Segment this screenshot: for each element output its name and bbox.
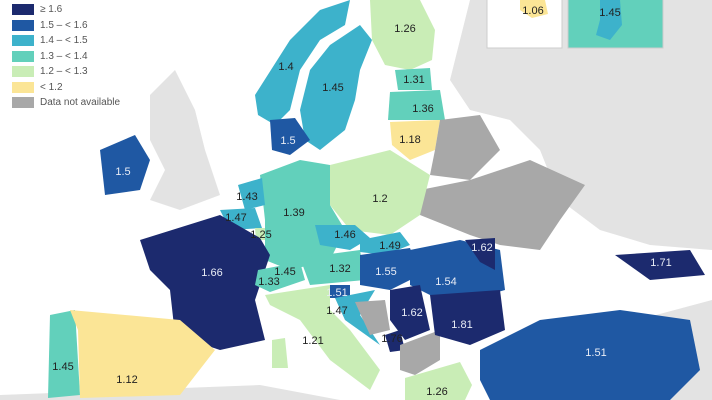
label-denmark: 1.5 bbox=[280, 135, 295, 147]
inset-2-shape[interactable] bbox=[596, 0, 622, 40]
legend-item: < 1.2 bbox=[12, 80, 120, 96]
legend-item: 1.2 – < 1.3 bbox=[12, 64, 120, 80]
label-moldova: 1.62 bbox=[471, 242, 492, 254]
region-moldova[interactable] bbox=[465, 238, 495, 270]
label-spain: 1.12 bbox=[116, 374, 137, 386]
region-bosnia bbox=[355, 300, 390, 335]
legend-swatch bbox=[12, 35, 34, 47]
land-great-britain bbox=[150, 70, 220, 210]
label-inset-malta: 1.06 bbox=[522, 5, 543, 17]
label-portugal: 1.45 bbox=[52, 361, 73, 373]
label-montenegro: 1.76 bbox=[381, 333, 402, 345]
legend-swatch bbox=[12, 50, 34, 62]
label-romania: 1.54 bbox=[435, 276, 456, 288]
legend-label: < 1.2 bbox=[40, 81, 63, 93]
region-sweden[interactable] bbox=[300, 25, 372, 150]
label-turkey: 1.51 bbox=[585, 347, 606, 359]
region-czechia[interactable] bbox=[315, 225, 370, 250]
legend-swatch bbox=[12, 66, 34, 78]
label-luxembourg: 1.25 bbox=[250, 229, 271, 241]
region-france[interactable] bbox=[140, 215, 270, 350]
label-italy: 1.21 bbox=[302, 335, 323, 347]
region-sardinia[interactable] bbox=[272, 338, 288, 368]
region-hungary[interactable] bbox=[360, 248, 420, 290]
label-greece: 1.26 bbox=[426, 386, 447, 398]
legend-item: 1.5 – < 1.6 bbox=[12, 18, 120, 34]
label-france: 1.66 bbox=[201, 267, 222, 279]
region-poland[interactable] bbox=[330, 150, 430, 235]
label-bulgaria: 1.81 bbox=[451, 319, 472, 331]
legend-item: Data not available bbox=[12, 95, 120, 111]
legend-swatch bbox=[12, 4, 34, 16]
label-netherlands: 1.43 bbox=[236, 191, 257, 203]
label-serbia: 1.62 bbox=[401, 307, 422, 319]
region-ukraine bbox=[420, 160, 585, 250]
legend-label: 1.4 – < 1.5 bbox=[40, 35, 88, 47]
region-netherlands[interactable] bbox=[238, 178, 265, 210]
label-lithuania: 1.18 bbox=[399, 134, 420, 146]
inset-malta-shape[interactable] bbox=[520, 0, 548, 18]
region-austria[interactable] bbox=[300, 250, 365, 285]
region-italy[interactable] bbox=[265, 285, 380, 390]
legend-item: 1.3 – < 1.4 bbox=[12, 49, 120, 65]
land-russia-east bbox=[450, 0, 712, 250]
label-sweden: 1.45 bbox=[322, 82, 343, 94]
legend-label: 1.2 – < 1.3 bbox=[40, 66, 88, 78]
legend-label: ≥ 1.6 bbox=[40, 4, 63, 16]
region-latvia[interactable] bbox=[388, 90, 445, 120]
region-portugal[interactable] bbox=[48, 310, 80, 398]
region-denmark[interactable] bbox=[270, 118, 310, 155]
label-estonia: 1.31 bbox=[403, 74, 424, 86]
legend-swatch bbox=[12, 19, 34, 31]
label-ireland: 1.5 bbox=[115, 166, 130, 178]
label-finland: 1.26 bbox=[394, 23, 415, 35]
label-hungary: 1.55 bbox=[375, 266, 396, 278]
region-estonia[interactable] bbox=[395, 68, 432, 90]
region-macedonia-albania bbox=[400, 330, 440, 375]
region-slovakia[interactable] bbox=[360, 232, 410, 255]
region-turkey[interactable] bbox=[480, 310, 700, 400]
region-norway[interactable] bbox=[255, 0, 350, 125]
label-inset-2: 1.45 bbox=[599, 7, 620, 19]
label-germany: 1.39 bbox=[283, 207, 304, 219]
legend-item: ≥ 1.6 bbox=[12, 2, 120, 18]
label-switzerland: 1.45 bbox=[274, 266, 295, 278]
label-liechtenstein: 1.33 bbox=[258, 276, 279, 288]
region-spain[interactable] bbox=[70, 310, 215, 398]
label-slovenia: 1.51 bbox=[326, 287, 347, 299]
region-slovenia[interactable] bbox=[330, 285, 350, 298]
region-lithuania[interactable] bbox=[390, 120, 440, 160]
label-croatia: 1.47 bbox=[326, 305, 347, 317]
region-greece[interactable] bbox=[405, 362, 472, 400]
label-austria: 1.32 bbox=[329, 263, 350, 275]
legend: ≥ 1.6 1.5 – < 1.6 1.4 – < 1.5 1.3 – < 1.… bbox=[12, 2, 120, 111]
label-georgia: 1.71 bbox=[650, 257, 671, 269]
region-bulgaria[interactable] bbox=[430, 290, 505, 345]
label-latvia: 1.36 bbox=[412, 103, 433, 115]
legend-item: 1.4 – < 1.5 bbox=[12, 33, 120, 49]
legend-label: Data not available bbox=[40, 97, 121, 109]
legend-label: 1.5 – < 1.6 bbox=[40, 19, 88, 31]
label-slovakia: 1.49 bbox=[379, 240, 400, 252]
region-finland[interactable] bbox=[370, 0, 435, 70]
label-czechia: 1.46 bbox=[334, 229, 355, 241]
label-poland: 1.2 bbox=[372, 193, 387, 205]
label-norway: 1.4 bbox=[278, 61, 293, 73]
label-belgium: 1.47 bbox=[225, 212, 246, 224]
region-switzerland[interactable] bbox=[255, 262, 305, 292]
legend-label: 1.3 – < 1.4 bbox=[40, 50, 88, 62]
region-georgia[interactable] bbox=[615, 250, 705, 280]
region-serbia[interactable] bbox=[390, 285, 430, 340]
legend-swatch bbox=[12, 81, 34, 93]
legend-swatch bbox=[12, 97, 34, 109]
region-belarus bbox=[430, 115, 500, 180]
region-ireland[interactable] bbox=[100, 135, 150, 195]
value-labels: 1.4 1.45 1.26 1.31 1.36 1.18 1.5 1.5 1.2… bbox=[52, 5, 671, 398]
